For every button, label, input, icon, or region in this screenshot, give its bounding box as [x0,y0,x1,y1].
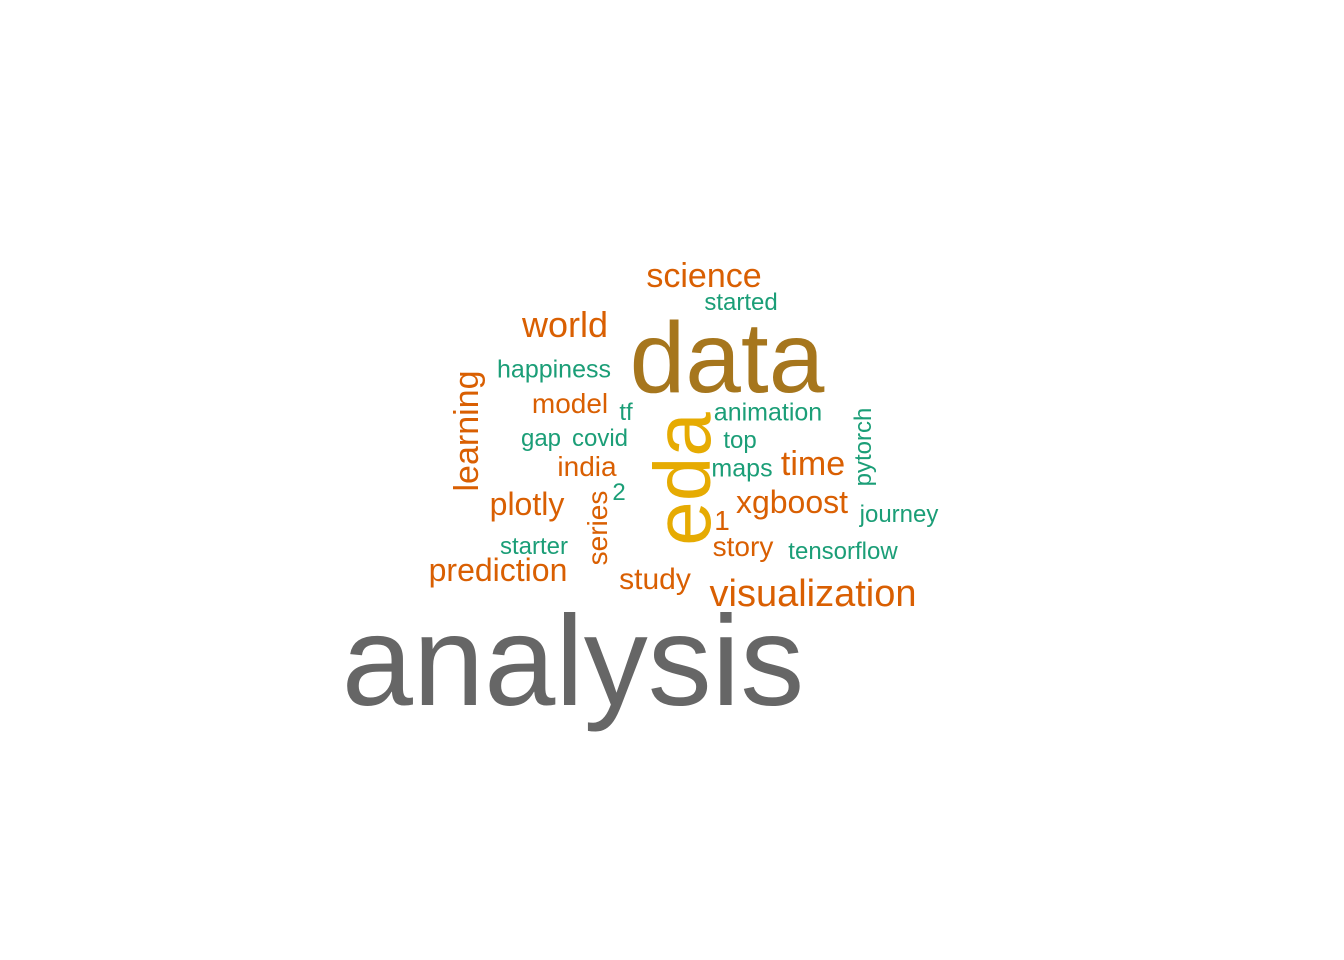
word-learning: learning [448,370,486,492]
word-pytorch: pytorch [850,407,877,487]
word-starter: starter [499,533,569,560]
word-world: world [521,304,609,345]
word-time: time [780,445,846,483]
word-two: 2 [612,479,626,506]
word-story: story [712,531,774,562]
word-analysis: analysis [341,590,805,733]
word-journey: journey [859,501,939,528]
word-top: top [723,427,757,454]
word-maps: maps [711,454,773,483]
word-started: started [704,289,778,316]
word-covid: covid [571,425,629,452]
word-model: model [531,388,609,419]
word-plotly: plotly [489,486,565,522]
word-tensorflow: tensorflow [788,538,898,565]
word-animation: animation [713,398,823,427]
word-data: data [629,302,825,414]
word-tf: tf [619,399,633,426]
word-science: science [646,257,762,295]
word-one: 1 [714,505,730,536]
word-happiness: happiness [497,355,611,384]
word-gap: gap [520,425,562,452]
word-series: series [582,490,613,566]
word-xgboost: xgboost [735,484,849,520]
word-visualization: visualization [709,573,917,615]
word-study: study [619,563,691,596]
word-prediction: prediction [428,552,568,588]
word-india: india [557,451,617,482]
